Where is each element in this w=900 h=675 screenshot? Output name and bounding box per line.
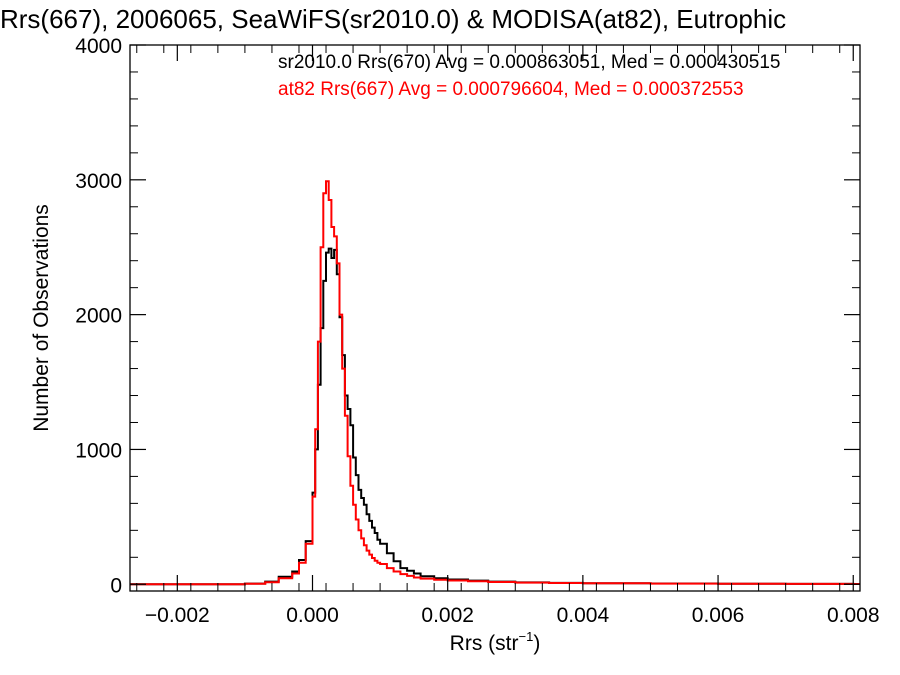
chart-title: Rrs(667), 2006065, SeaWiFS(sr2010.0) & M… — [0, 4, 786, 34]
series-line-1 — [130, 247, 860, 586]
plot-frame — [129, 44, 861, 592]
y-tick-label: 0 — [110, 574, 122, 597]
series-layer — [130, 180, 860, 586]
y-tick-label: 1000 — [75, 439, 122, 462]
x-axis-title: Rrs (str−1) — [450, 629, 541, 655]
x-tick-label: 0.006 — [692, 604, 745, 627]
y-tick-label: 2000 — [75, 305, 122, 328]
x-tick-label: 0.002 — [421, 604, 474, 627]
legend-entry-sr2010: sr2010.0 Rrs(670) Avg = 0.000863051, Med… — [278, 52, 780, 73]
x-axis-title-sup: −1 — [519, 629, 534, 644]
x-axis-title-main: Rrs (str — [450, 632, 519, 655]
y-tick-label: 3000 — [75, 170, 122, 193]
y-axis-title: Number of Observations — [30, 204, 53, 432]
y-tick-label: 4000 — [75, 35, 122, 58]
series-line-2 — [130, 180, 860, 586]
x-tick-label: 0.008 — [827, 604, 880, 627]
ticks-layer: −0.002 0.000 0.002 0.004 0.006 0.008 0 1000 2000… — [75, 35, 879, 627]
x-tick-label: −0.002 — [145, 604, 210, 627]
x-axis-title-end: ) — [533, 632, 540, 655]
legend-entry-at82: at82 Rrs(667) Avg = 0.000796604, Med = 0… — [278, 79, 744, 100]
x-tick-label: 0.000 — [286, 604, 339, 627]
x-tick-label: 0.004 — [557, 604, 610, 627]
